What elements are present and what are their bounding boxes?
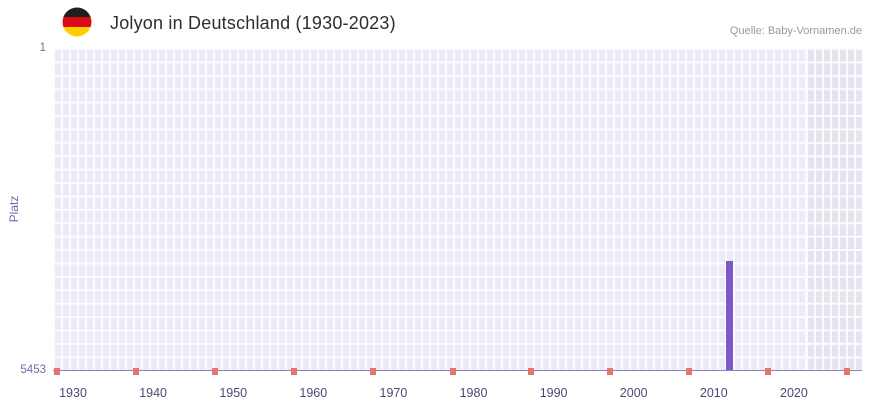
y-tick-worst-rank: 5453 xyxy=(20,364,46,376)
x-tick-2010: 2010 xyxy=(699,386,728,400)
no-rank-marker xyxy=(528,368,535,375)
no-rank-marker xyxy=(291,368,298,375)
x-tick-1930: 1930 xyxy=(59,386,87,400)
recent-years-band xyxy=(805,48,862,370)
x-tick-1980: 1980 xyxy=(459,386,488,400)
y-tick-best-rank: 1 xyxy=(39,42,46,54)
x-tick-2000: 2000 xyxy=(619,386,648,400)
plot-area xyxy=(53,48,862,375)
germany-flag-icon xyxy=(62,7,92,37)
x-tick-1990: 1990 xyxy=(539,386,568,400)
no-rank-marker xyxy=(844,368,851,375)
x-axis-tick-labels: 1930 1940 1950 1960 1970 1980 1990 2000 2010 2020 xyxy=(53,386,862,404)
no-rank-marker xyxy=(54,368,61,375)
no-rank-marker xyxy=(685,368,692,375)
x-tick-2020: 2020 xyxy=(780,386,808,400)
source-credit: Quelle: Baby-Vornamen.de xyxy=(729,25,862,37)
no-rank-marker xyxy=(765,368,772,375)
rank-bar-2012[interactable] xyxy=(726,260,734,370)
x-tick-1960: 1960 xyxy=(299,386,328,400)
x-tick-1940: 1940 xyxy=(139,386,168,400)
no-rank-marker xyxy=(607,368,614,375)
x-tick-1950: 1950 xyxy=(219,386,248,400)
y-axis-title: Platz xyxy=(7,195,21,223)
no-rank-marker xyxy=(211,368,218,375)
no-rank-marker xyxy=(449,368,456,375)
x-tick-1970: 1970 xyxy=(379,386,408,400)
chart-title: Jolyon in Deutschland (1930-2023) xyxy=(110,13,396,33)
no-rank-marker xyxy=(370,368,377,375)
no-rank-marker xyxy=(133,368,140,375)
